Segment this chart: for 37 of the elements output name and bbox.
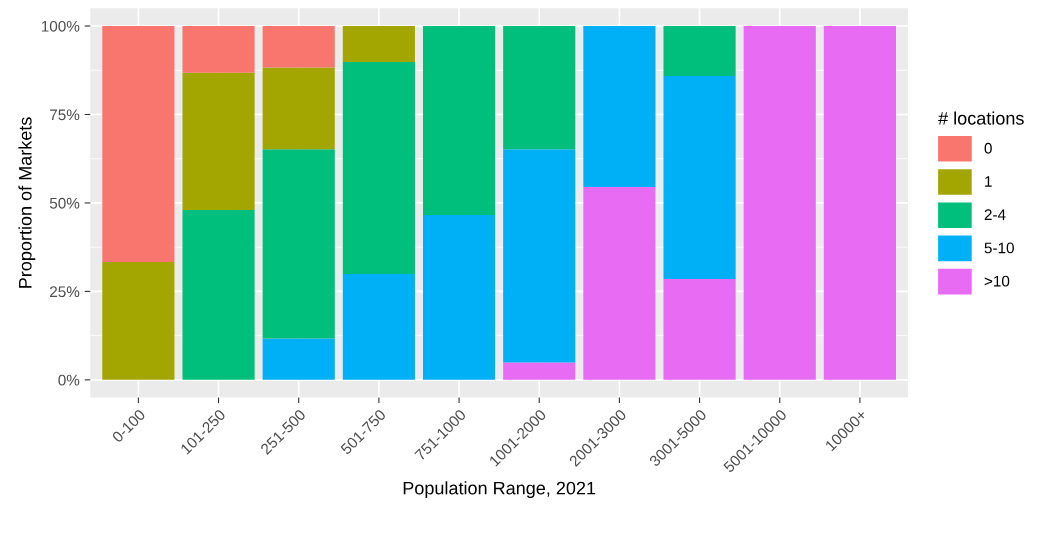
bar xyxy=(262,67,335,150)
y-tick-label: 25% xyxy=(50,286,80,298)
bar xyxy=(342,274,415,380)
bar xyxy=(663,279,736,380)
bar xyxy=(583,187,656,380)
bar xyxy=(102,26,175,263)
legend-label: 0 xyxy=(984,142,992,154)
bar xyxy=(823,26,896,380)
bar xyxy=(182,210,255,380)
bar xyxy=(663,26,736,76)
bar xyxy=(342,26,415,63)
bar xyxy=(663,75,736,280)
bar xyxy=(583,26,656,188)
bar xyxy=(182,72,255,211)
bar xyxy=(182,26,255,73)
bar xyxy=(262,338,335,380)
y-tick-label: 100% xyxy=(41,20,80,32)
x-axis-title: Population Range, 2021 xyxy=(403,481,596,499)
y-tick-label: 50% xyxy=(49,197,80,209)
legend-label: >10 xyxy=(984,275,1010,287)
bar xyxy=(422,26,496,215)
bar xyxy=(503,362,576,380)
bar xyxy=(102,262,175,380)
y-axis-title: Proportion of Markets xyxy=(18,117,36,288)
bar xyxy=(342,62,415,275)
bar xyxy=(503,149,576,363)
legend-title: # locations xyxy=(938,111,1024,125)
bar xyxy=(503,26,576,150)
legend-label: 2-4 xyxy=(984,209,1006,220)
bar xyxy=(262,149,335,339)
bar xyxy=(743,26,816,380)
y-tick-label: 0% xyxy=(58,374,80,386)
bar xyxy=(422,214,496,380)
y-tick-label: 75% xyxy=(50,109,80,121)
legend-label: 1 xyxy=(985,176,992,187)
bar xyxy=(262,26,335,68)
legend-label: 5-10 xyxy=(984,242,1014,254)
